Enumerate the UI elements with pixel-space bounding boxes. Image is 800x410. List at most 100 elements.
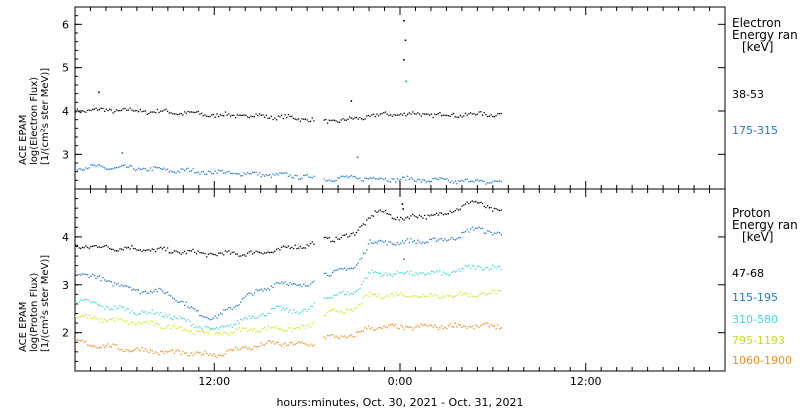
proton-point [364,277,366,279]
electron-point [233,172,235,174]
proton-point [359,304,361,306]
proton-point [485,294,487,296]
proton-point [369,217,371,219]
proton-point [420,296,422,298]
proton-point [114,344,116,346]
electron-point [291,115,293,117]
proton-point [112,317,114,320]
proton-point [112,248,114,251]
proton-point [134,289,136,291]
proton-point [464,230,467,233]
proton-point [204,325,206,328]
proton-point [405,217,407,219]
proton-point [110,281,113,283]
proton-point [197,327,199,329]
electron-point [332,119,334,121]
proton-point [100,280,102,282]
electron-point [199,113,201,115]
electron-point [95,165,97,168]
proton-point [410,238,412,240]
proton-point [391,323,393,326]
proton-point [200,354,203,356]
proton-point [252,329,254,332]
proton-point [226,350,228,352]
proton-point [361,283,363,286]
proton-point [137,289,140,291]
proton-point [76,316,79,319]
proton-point [451,271,453,274]
electron-legend-ch1: 38-53 [732,88,764,101]
electron-point [372,113,375,115]
proton-point [417,216,419,219]
proton-point [183,328,186,330]
electron-point [267,174,269,177]
proton-point [464,203,467,205]
electron-point [119,165,121,168]
proton-point [340,292,342,294]
proton-outlier-point [403,258,405,261]
proton-point [379,209,382,211]
proton-point [245,255,247,257]
electron-point [212,113,215,116]
proton-point [258,289,261,291]
proton-point [233,323,235,326]
proton-point [103,346,106,348]
proton-point [413,239,416,242]
proton-point [241,319,244,321]
electron-point [389,114,392,116]
proton-point [456,270,458,272]
proton-point [180,317,182,319]
electron-point [354,117,356,119]
proton-point [422,241,424,243]
proton-point [461,294,463,296]
proton-point [216,332,218,334]
proton-point [371,242,373,244]
proton-point [280,281,283,283]
electron-point [347,176,349,179]
proton-point [430,324,433,327]
proton-point [214,333,216,335]
proton-point [461,232,463,234]
proton-series-47-68 [75,200,502,258]
proton-point [153,324,155,327]
proton-point [137,249,140,251]
electron-point [308,176,310,178]
proton-point [441,212,443,214]
proton-point [298,341,300,343]
electron-point [226,171,228,173]
electron-point [76,169,79,171]
proton-point [98,304,101,306]
proton-point [299,284,302,286]
electron-point [364,118,366,120]
proton-point [498,289,501,292]
proton-point [124,246,126,248]
proton-point [166,247,169,249]
proton-point [311,281,313,284]
electron-point [342,175,344,177]
electron-point [289,174,291,176]
electron-point [206,173,208,175]
electron-point [447,115,450,117]
electron-point [117,166,119,169]
proton-point [194,308,196,310]
electron-point [369,115,371,118]
electron-point [187,110,189,113]
proton-point [337,293,339,296]
proton-point [383,211,385,213]
proton-point [480,293,482,295]
proton-point [292,247,295,250]
proton-point [454,295,456,297]
proton-point [270,341,273,344]
proton-point [343,234,346,236]
proton-point [76,274,79,276]
electron-point [294,174,296,176]
proton-point [236,348,239,350]
electron-point [233,114,235,116]
proton-point [376,211,378,213]
proton-point [492,210,494,212]
proton-point [306,285,308,287]
proton-point [269,251,271,254]
proton-point [190,352,193,354]
proton-point [418,296,421,298]
proton-point [229,253,232,255]
